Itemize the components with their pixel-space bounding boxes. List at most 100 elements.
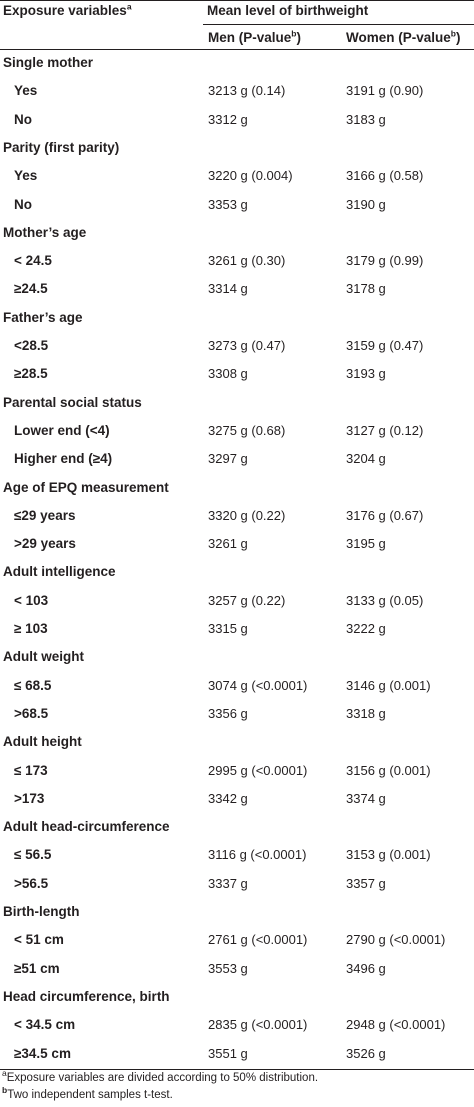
men-value: 3342 g (208, 790, 248, 806)
women-value: 3190 g (346, 196, 386, 212)
row-label: >29 years (14, 536, 76, 552)
women-value: 3156 g (0.001) (346, 762, 431, 778)
men-header: Men (P-valueb) (208, 28, 301, 45)
table-row: No 3353 g 3190 g (0, 192, 474, 220)
men-value: 3308 g (208, 366, 248, 382)
women-value: 3204 g (346, 451, 386, 467)
group-row: Adult intelligence (0, 559, 474, 587)
table-row: No 3312 g 3183 g (0, 107, 474, 135)
group-row: Father’s age (0, 305, 474, 333)
group-label: Parity (first parity) (3, 139, 120, 155)
table-row: >173 3342 g 3374 g (0, 786, 474, 814)
women-value: 3193 g (346, 366, 386, 382)
women-value: 2790 g (<0.0001) (346, 932, 446, 948)
row-label: Yes (14, 168, 38, 184)
table-row: < 103 3257 g (0.22) 3133 g (0.05) (0, 588, 474, 616)
women-value: 3146 g (0.001) (346, 677, 431, 693)
footnote-b-text: Two independent samples t-test. (7, 1089, 173, 1101)
row-label: < 24.5 (14, 253, 52, 269)
women-value: 3166 g (0.58) (346, 168, 424, 184)
men-value: 3261 g (0.30) (208, 253, 286, 269)
table-row: ≥34.5 cm 3551 g 3526 g (0, 1041, 474, 1069)
group-row: Age of EPQ measurement (0, 475, 474, 503)
group-label: Adult intelligence (3, 564, 116, 580)
group-row: Adult weight (0, 644, 474, 672)
group-row: Adult height (0, 729, 474, 757)
table-row: ≥28.5 3308 g 3193 g (0, 361, 474, 389)
men-value: 3312 g (208, 111, 248, 127)
group-row: Mother’s age (0, 220, 474, 248)
table-row: ≥24.5 3314 g 3178 g (0, 276, 474, 304)
row-label: ≥28.5 (14, 366, 48, 382)
women-value: 3176 g (0.67) (346, 507, 424, 523)
women-value: 3357 g (346, 875, 386, 891)
men-value: 3356 g (208, 705, 248, 721)
group-label: Head circumference, birth (3, 988, 170, 1004)
row-label: ≥24.5 (14, 281, 48, 297)
row-label: No (14, 111, 32, 127)
women-value: 3191 g (0.90) (346, 83, 424, 99)
men-value: 2995 g (<0.0001) (208, 762, 308, 778)
top-rule (0, 0, 474, 1)
group-label: Father’s age (3, 309, 83, 325)
group-label: Mother’s age (3, 224, 87, 240)
row-label: ≥ 103 (14, 621, 48, 636)
group-row: Single mother (0, 50, 474, 78)
men-value: 3337 g (208, 875, 248, 891)
men-value: 3297 g (208, 451, 248, 467)
header-bottom-rule (0, 49, 474, 50)
table-row: Lower end (<4) 3275 g (0.68) 3127 g (0.12) (0, 418, 474, 446)
men-header-sup: b (291, 28, 297, 39)
table-row: ≤ 56.5 3116 g (<0.0001) 3153 g (0.001) (0, 842, 474, 870)
women-value: 3183 g (346, 111, 386, 127)
women-header: Women (P-valueb) (346, 28, 461, 45)
women-header-paren: ) (455, 30, 461, 45)
row-label: >68.5 (14, 705, 49, 721)
table-row: >56.5 3337 g 3357 g (0, 871, 474, 899)
group-label: Adult weight (3, 649, 84, 665)
table-row: >29 years 3261 g 3195 g (0, 531, 474, 559)
row-label: <28.5 (14, 338, 49, 353)
men-value: 3261 g (208, 536, 248, 552)
women-header-sup: b (450, 28, 456, 39)
women-value: 3179 g (0.99) (346, 253, 424, 269)
group-label: Adult head-circumference (3, 819, 170, 835)
women-value: 3127 g (0.12) (346, 422, 424, 438)
exposure-header-sup: a (126, 1, 132, 12)
men-value: 3315 g (208, 621, 248, 636)
row-label: ≤ 68.5 (14, 677, 52, 693)
row-label: ≥34.5 cm (14, 1045, 71, 1061)
footnote-a: aExposure variables are divided accordin… (2, 1069, 319, 1084)
women-header-label: Women (P-value (346, 30, 451, 45)
women-value: 3133 g (0.05) (346, 592, 424, 608)
men-value: 3213 g (0.14) (208, 83, 286, 99)
row-label: < 34.5 cm (14, 1017, 76, 1033)
footnote-a-marker: a (2, 1068, 7, 1079)
footnote-a-text: Exposure variables are divided according… (6, 1072, 319, 1084)
row-label: Higher end (≥4) (14, 451, 113, 467)
table-row: Higher end (≥4) 3297 g 3204 g (0, 446, 474, 474)
row-label: >56.5 (14, 875, 49, 891)
row-label: ≤ 56.5 (14, 847, 52, 863)
row-label: Yes (14, 83, 38, 99)
header-row: Exposure variablesa Mean level of birthw… (0, 0, 474, 23)
table-row: <28.5 3273 g (0.47) 3159 g (0.47) (0, 333, 474, 361)
men-value: 3257 g (0.22) (208, 592, 286, 608)
group-label: Birth-length (3, 904, 80, 919)
women-value: 3195 g (346, 536, 386, 552)
men-value: 3116 g (<0.0001) (208, 847, 307, 863)
group-row: Parity (first parity) (0, 135, 474, 163)
exposure-header-label: Exposure variables (3, 3, 127, 18)
group-label: Single mother (3, 55, 94, 70)
women-value: 3496 g (346, 960, 386, 976)
group-row: Head circumference, birth (0, 984, 474, 1012)
table-row: Yes 3213 g (0.14) 3191 g (0.90) (0, 78, 474, 106)
table-row: Yes 3220 g (0.004) 3166 g (0.58) (0, 163, 474, 191)
women-value: 3526 g (346, 1045, 386, 1061)
table-row: < 24.5 3261 g (0.30) 3179 g (0.99) (0, 248, 474, 276)
table-row: ≥ 103 3315 g 3222 g (0, 616, 474, 644)
table-row: ≤29 years 3320 g (0.22) 3176 g (0.67) (0, 503, 474, 531)
exposure-header: Exposure variablesa (3, 1, 132, 18)
women-value: 3153 g (0.001) (346, 847, 431, 863)
